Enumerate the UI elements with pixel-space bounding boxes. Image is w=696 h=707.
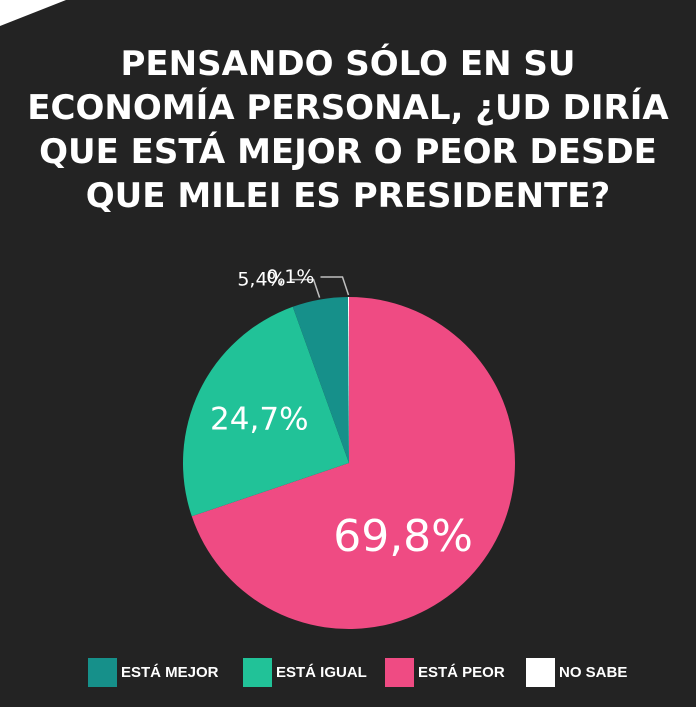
legend-label-no-sabe: NO SABE (559, 663, 628, 681)
legend-item-peor: ESTÁ PEOR (385, 657, 505, 687)
leader-line-mejor (291, 278, 321, 298)
legend-swatch-igual (243, 657, 272, 687)
slice-label-igual: 24,7% (210, 402, 308, 438)
legend-swatch-no-sabe (526, 657, 555, 687)
legend-label-igual: ESTÁ IGUAL (276, 663, 367, 681)
pie-slice-peor (191, 297, 515, 629)
pie-slice-mejor (292, 297, 349, 463)
legend-swatch-peor (385, 657, 414, 687)
leader-line-no-sabe (320, 276, 350, 296)
legend-item-no-sabe: NO SABE (526, 657, 627, 687)
legend-item-igual: ESTÁ IGUAL (243, 657, 367, 687)
legend-swatch-mejor (88, 657, 117, 687)
legend-label-peor: ESTÁ PEOR (418, 663, 505, 681)
legend-item-mejor: ESTÁ MEJOR (88, 657, 219, 687)
legend-label-mejor: ESTÁ MEJOR (121, 663, 219, 681)
pie-slice-igual (182, 306, 349, 517)
legend: ESTÁ MEJOR ESTÁ IGUAL ESTÁ PEOR NO SABE (0, 657, 696, 687)
slice-label-mejor: 5,4% (237, 269, 285, 291)
corner-decoration (0, 0, 66, 26)
slice-label-peor: 69,8% (333, 511, 473, 562)
pie-slice-no-sabe (347, 296, 349, 463)
chart-title: PENSANDO SÓLO EN SU ECONOMÍA PERSONAL, ¿… (27, 44, 669, 216)
slice-label-no-sabe: 0,1% (266, 266, 314, 288)
